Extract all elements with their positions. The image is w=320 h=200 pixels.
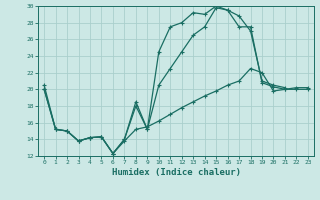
X-axis label: Humidex (Indice chaleur): Humidex (Indice chaleur) [111, 168, 241, 177]
